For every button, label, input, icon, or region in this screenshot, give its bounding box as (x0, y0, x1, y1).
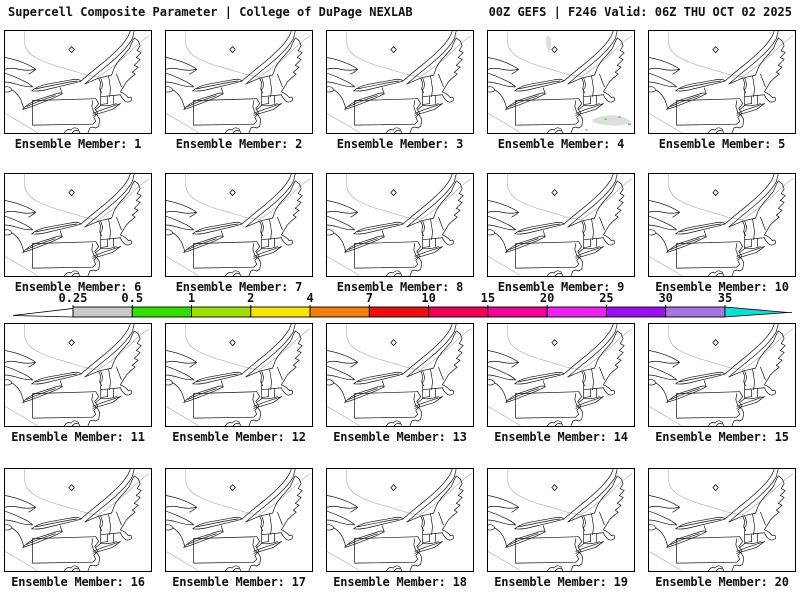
ensemble-panel-8: Ensemble Member: 8 (326, 173, 474, 294)
panel-caption: Ensemble Member: 20 (655, 575, 789, 589)
forecast-map-member-3 (326, 30, 474, 134)
colorbar-scale (12, 305, 792, 318)
colorbar-tick-label: 4 (306, 291, 314, 305)
forecast-map-member-20 (648, 468, 796, 572)
ensemble-panel-20: Ensemble Member: 20 (648, 468, 796, 589)
scp-fill-overlay (545, 35, 632, 131)
forecast-map-member-8 (326, 173, 474, 277)
colorbar-tick-label: 0.5 (121, 291, 144, 305)
panel-caption: Ensemble Member: 15 (655, 430, 789, 444)
product-title: Supercell Composite Parameter | College … (8, 5, 413, 19)
ensemble-panel-6: Ensemble Member: 6 (4, 173, 152, 294)
panel-caption: Ensemble Member: 4 (497, 137, 625, 151)
forecast-map-member-13 (326, 323, 474, 427)
ensemble-panel-5: Ensemble Member: 5 (648, 30, 796, 151)
colorbar-tick-labels: 0.25 0.5 1 2 4 7 10 15 20 25 30 35 (8, 292, 792, 305)
forecast-map-member-17 (165, 468, 313, 572)
panel-caption: Ensemble Member: 8 (336, 280, 464, 294)
panel-caption: Ensemble Member: 5 (658, 137, 786, 151)
panel-caption: Ensemble Member: 12 (172, 430, 306, 444)
forecast-map-member-16 (4, 468, 152, 572)
colorbar-tick-label: 35 (717, 291, 733, 305)
panel-caption: Ensemble Member: 14 (494, 430, 628, 444)
panel-caption: Ensemble Member: 10 (655, 280, 789, 294)
forecast-map-member-19 (487, 468, 635, 572)
panel-caption: Ensemble Member: 2 (175, 137, 303, 151)
colorbar-tick-label: 20 (539, 291, 555, 305)
forecast-map-member-18 (326, 468, 474, 572)
ensemble-panel-4: Ensemble Member: 4 (487, 30, 635, 151)
ensemble-panel-16: Ensemble Member: 16 (4, 468, 152, 589)
forecast-map-member-15 (648, 323, 796, 427)
header-bar: Supercell Composite Parameter | College … (8, 5, 792, 19)
panel-caption: Ensemble Member: 11 (11, 430, 145, 444)
panel-caption: Ensemble Member: 7 (175, 280, 303, 294)
panel-caption: Ensemble Member: 17 (172, 575, 306, 589)
ensemble-grid: Ensemble Member: 1 Ensemble Member: 2 Ense… (4, 30, 796, 592)
panel-caption: Ensemble Member: 16 (11, 575, 145, 589)
panel-caption: Ensemble Member: 13 (333, 430, 467, 444)
ensemble-panel-9: Ensemble Member: 9 (487, 173, 635, 294)
ensemble-panel-11: Ensemble Member: 11 (4, 323, 152, 444)
ensemble-panel-17: Ensemble Member: 17 (165, 468, 313, 589)
panel-caption: Ensemble Member: 19 (494, 575, 628, 589)
colorbar-over-arrow (724, 306, 789, 318)
forecast-map-member-12 (165, 323, 313, 427)
colorbar-tick-label: 0.25 (58, 291, 88, 305)
ensemble-panel-10: Ensemble Member: 10 (648, 173, 796, 294)
ensemble-panel-3: Ensemble Member: 3 (326, 30, 474, 151)
forecast-map-member-10 (648, 173, 796, 277)
colorbar-under-arrow (12, 308, 74, 318)
colorbar-tick-label: 1 (187, 291, 196, 305)
forecast-map-member-2 (165, 30, 313, 134)
panel-caption: Ensemble Member: 9 (497, 280, 625, 294)
forecast-map-member-5 (648, 30, 796, 134)
ensemble-panel-19: Ensemble Member: 19 (487, 468, 635, 589)
ensemble-panel-12: Ensemble Member: 12 (165, 323, 313, 444)
ensemble-panel-15: Ensemble Member: 15 (648, 323, 796, 444)
forecast-map-member-9 (487, 173, 635, 277)
forecast-map-member-11 (4, 323, 152, 427)
panel-caption: Ensemble Member: 6 (14, 280, 142, 294)
panel-caption: Ensemble Member: 18 (333, 575, 467, 589)
forecast-map-member-14 (487, 323, 635, 427)
ensemble-panel-7: Ensemble Member: 7 (165, 173, 313, 294)
forecast-map-member-7 (165, 173, 313, 277)
colorbar-tick-label: 25 (599, 291, 614, 305)
ensemble-panel-2: Ensemble Member: 2 (165, 30, 313, 151)
model-run-valid-time: 00Z GEFS | F246 Valid: 06Z THU OCT 02 20… (488, 5, 792, 19)
colorbar-tick-label: 10 (421, 291, 436, 305)
forecast-map-member-6 (4, 173, 152, 277)
forecast-map-member-1 (4, 30, 152, 134)
colorbar-tick-label: 7 (365, 291, 373, 305)
ensemble-panel-13: Ensemble Member: 13 (326, 323, 474, 444)
ensemble-panel-18: Ensemble Member: 18 (326, 468, 474, 589)
ensemble-panel-14: Ensemble Member: 14 (487, 323, 635, 444)
forecast-map-member-4 (487, 30, 635, 134)
colorbar-tick-label: 30 (658, 291, 673, 305)
colorbar-tick-label: 15 (480, 291, 496, 305)
ensemble-panel-1: Ensemble Member: 1 (4, 30, 152, 151)
panel-caption: Ensemble Member: 3 (336, 137, 464, 151)
scp-colorbar: 0.25 0.5 1 2 4 7 10 15 20 25 30 35 (8, 292, 792, 319)
panel-caption: Ensemble Member: 1 (14, 137, 142, 151)
colorbar-tick-label: 2 (247, 291, 255, 305)
